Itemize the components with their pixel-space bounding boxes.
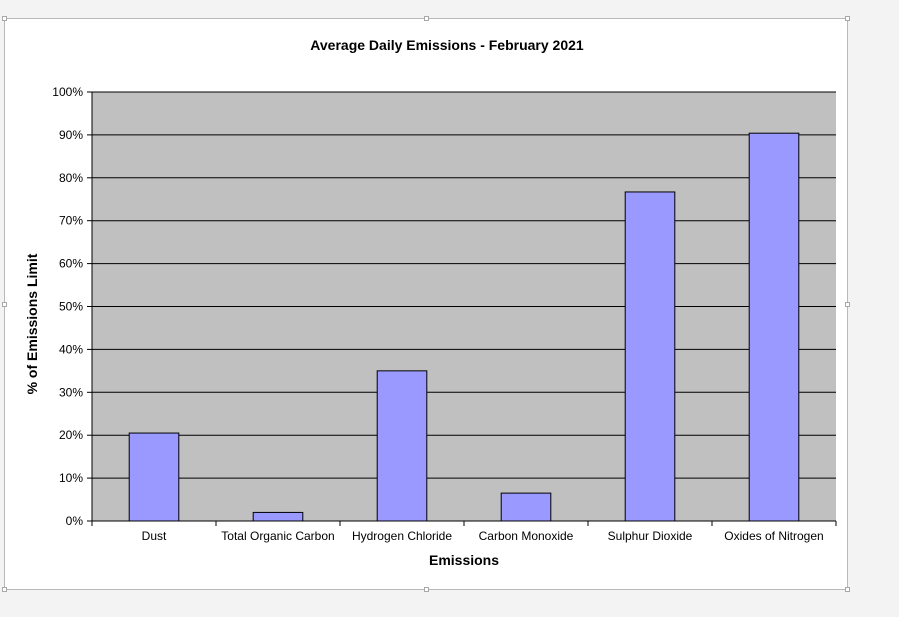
resize-handle-bottom-left[interactable] (2, 587, 7, 592)
y-tick-label: 40% (59, 342, 83, 356)
y-tick-label: 70% (59, 214, 83, 228)
bar (376, 370, 428, 522)
bar (252, 511, 304, 522)
bar (128, 432, 180, 522)
y-tick-label: 80% (59, 171, 83, 185)
bar-chart: Average Daily Emissions - February 2021 … (24, 37, 837, 568)
resize-handle-top-left[interactable] (2, 16, 7, 21)
resize-handle-top-right[interactable] (845, 16, 850, 21)
chart-title: Average Daily Emissions - February 2021 (310, 37, 584, 53)
resize-handle-bottom-center[interactable] (424, 587, 429, 592)
resize-handle-bottom-right[interactable] (845, 587, 850, 592)
x-tick-label: Sulphur Dioxide (608, 529, 693, 543)
gridlines (92, 91, 836, 479)
x-tick-label: Oxides of Nitrogen (724, 529, 823, 543)
y-tick-label: 60% (59, 257, 83, 271)
x-tick-label: Total Organic Carbon (221, 529, 334, 543)
y-tick-label: 90% (59, 128, 83, 142)
chart-frame[interactable]: Average Daily Emissions - February 2021 … (2, 16, 850, 592)
x-axis-title: Emissions (429, 552, 499, 568)
y-tick-label: 30% (59, 385, 83, 399)
bar (748, 132, 800, 522)
bar (624, 191, 676, 522)
resize-handle-top-center[interactable] (424, 16, 429, 21)
y-tick-label: 10% (59, 471, 83, 485)
bar (500, 492, 552, 522)
x-tick-label: Hydrogen Chloride (352, 529, 452, 543)
y-tick-label: 100% (52, 85, 83, 99)
y-tick-label: 0% (66, 514, 84, 528)
y-axis-title: % of Emissions Limit (24, 253, 40, 394)
y-tick-label: 20% (59, 428, 83, 442)
resize-handle-middle-right[interactable] (845, 302, 850, 307)
resize-handle-middle-left[interactable] (2, 302, 7, 307)
y-tick-label: 50% (59, 300, 83, 314)
y-tick-labels: 0% 10% 20% 30% 40% 50% 60% 70% 80% 90% 100% (52, 85, 83, 528)
x-tick-labels: Dust Total Organic Carbon Hydrogen Chlorid… (142, 529, 824, 543)
x-tick-label: Dust (142, 529, 167, 543)
x-tick-label: Carbon Monoxide (479, 529, 574, 543)
axes (87, 91, 837, 526)
bars (128, 132, 800, 522)
